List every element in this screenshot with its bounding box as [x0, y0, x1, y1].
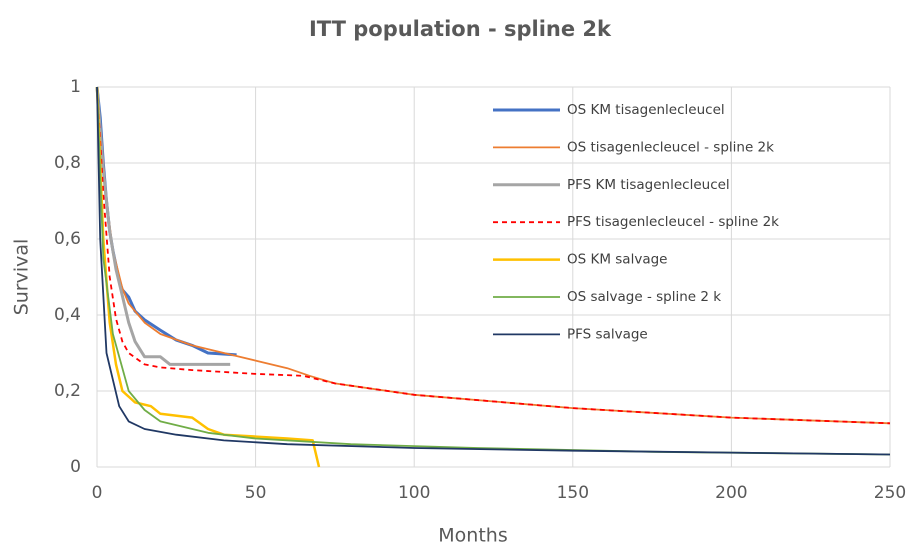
legend-label: PFS salvage — [567, 326, 648, 342]
legend-label: OS salvage - spline 2 k — [567, 289, 721, 305]
series-line — [96, 86, 891, 425]
legend-label: PFS tisagenlecleucel - spline 2k — [567, 214, 779, 230]
y-tick-label: 1 — [70, 77, 81, 97]
series-line — [96, 86, 891, 456]
y-tick-label: 0,4 — [54, 305, 81, 325]
x-tick-label: 100 — [398, 483, 430, 503]
chart-title: ITT population - spline 2k — [309, 17, 612, 41]
y-tick-label: 0,2 — [54, 381, 81, 401]
series-line — [95, 86, 231, 366]
y-tick-label: 0,8 — [54, 153, 81, 173]
x-tick-label: 0 — [92, 483, 103, 503]
series-line — [96, 86, 891, 425]
y-tick-label: 0 — [70, 457, 81, 477]
legend-label: OS KM salvage — [567, 252, 667, 268]
series-line — [95, 86, 321, 468]
legend-label: OS tisagenlecleucel - spline 2k — [567, 139, 774, 155]
x-tick-label: 150 — [557, 483, 589, 503]
x-tick-label: 50 — [245, 483, 267, 503]
y-tick-label: 0,6 — [54, 229, 81, 249]
legend-label: OS KM tisagenlecleucel — [567, 102, 725, 118]
y-axis-label: Survival — [11, 239, 33, 316]
series-line — [96, 86, 891, 456]
x-tick-label: 200 — [715, 483, 747, 503]
x-axis-label: Months — [438, 525, 507, 546]
legend-label: PFS KM tisagenlecleucel — [567, 177, 730, 193]
x-tick-label: 250 — [874, 483, 906, 503]
